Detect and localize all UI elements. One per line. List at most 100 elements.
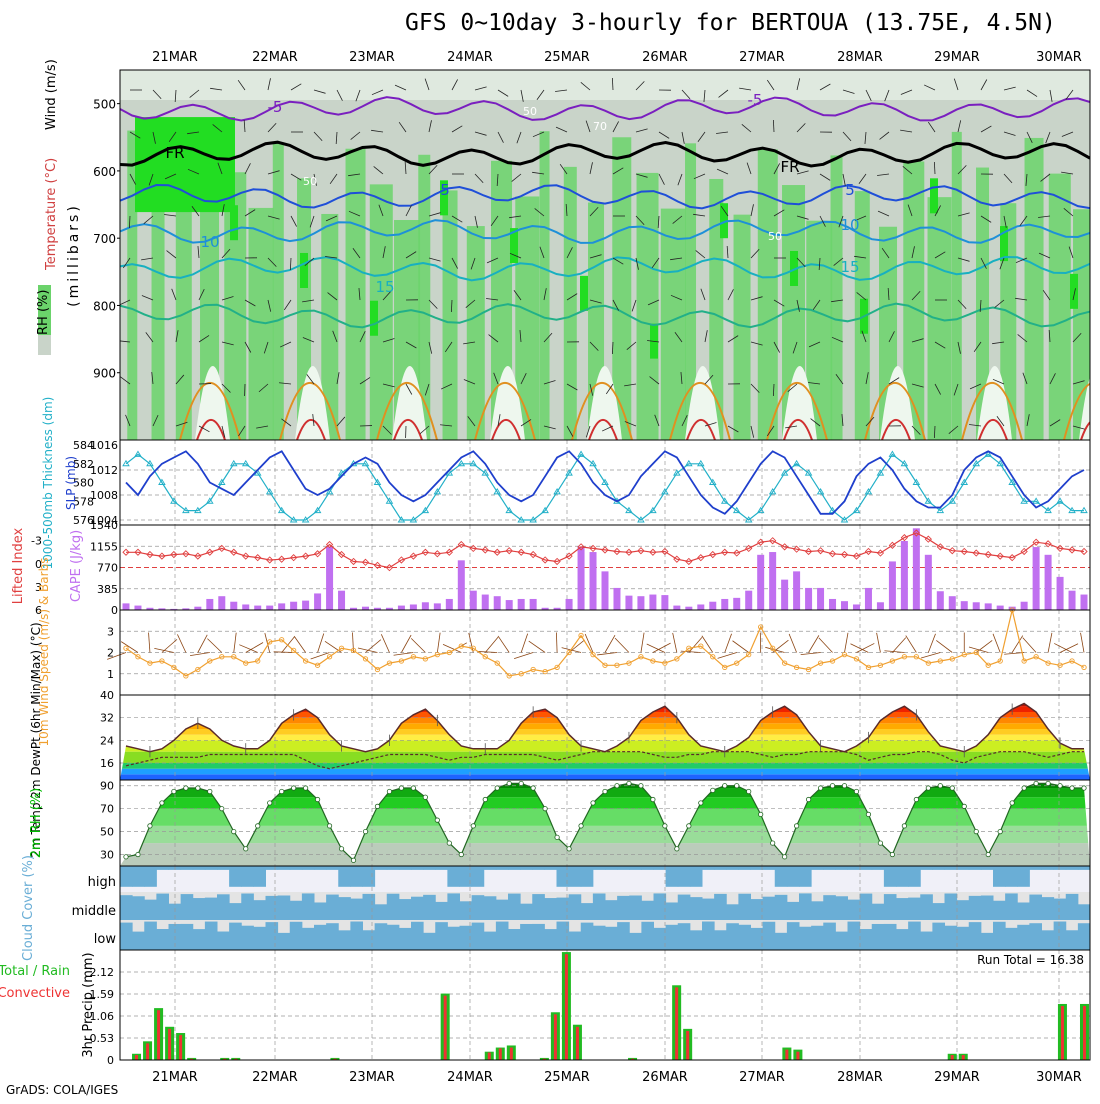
cape-bar	[398, 606, 405, 610]
precip-convective-bar	[686, 1031, 689, 1060]
cloud-cover-bar	[302, 893, 315, 920]
cloud-cover-bar	[581, 903, 594, 920]
pressure-tick-label: 700	[93, 232, 116, 246]
cape-bar	[793, 571, 800, 610]
rh-side-label: RH (%)	[36, 290, 51, 335]
cloud-cover-bar	[848, 900, 861, 920]
cloud-cover-bar	[617, 866, 630, 870]
wind-barb	[149, 633, 150, 653]
cloud-cover-bar	[1054, 899, 1067, 920]
cloud-cover-bar	[726, 923, 739, 950]
rh-point	[639, 784, 643, 788]
wind-barb	[884, 651, 904, 653]
cloud-cover-bar	[144, 922, 157, 950]
date-label-bottom: 22MAR	[252, 1070, 298, 1085]
wind-barb	[318, 633, 324, 652]
cloud-cover-bar	[387, 925, 400, 950]
cloud-cover-bar	[932, 923, 945, 950]
cloud-cover-bar	[896, 929, 909, 950]
cloud-cover-bar	[193, 866, 206, 870]
cloud-cover-bar	[411, 866, 424, 870]
cape-bar	[446, 599, 453, 610]
cloud-cover-bar	[120, 866, 133, 887]
cape-bar	[721, 599, 728, 610]
cloud-cover-bar	[520, 924, 533, 950]
wind-barb	[906, 636, 917, 653]
date-label-bottom: 26MAR	[642, 1070, 688, 1085]
rh-point	[854, 789, 858, 793]
cloud-cover-bar	[981, 933, 994, 950]
rh-point	[651, 797, 655, 801]
cloud-cover-bar	[1078, 923, 1091, 950]
precip-side-label-convective: Convective	[0, 986, 70, 1001]
cape-bar	[733, 598, 740, 610]
precip-convective-bar	[179, 1035, 182, 1060]
rh-green-column	[637, 173, 659, 440]
cloud-cover-bar	[217, 932, 230, 950]
cape-bar	[865, 588, 872, 610]
rh-point	[1022, 786, 1026, 790]
cape-bar	[925, 555, 932, 610]
cloud-cover-bar	[326, 923, 339, 950]
cape-bar	[613, 588, 620, 610]
cloud-cover-bar	[993, 901, 1006, 920]
cape-bar	[434, 603, 441, 610]
rh-point	[1034, 781, 1038, 785]
contour-label: FR	[165, 144, 184, 162]
cape-bar	[937, 591, 944, 610]
cloud-cover-bar	[1066, 866, 1079, 870]
cloud-cover-bar	[569, 932, 582, 950]
cloud-cover-bar	[1005, 928, 1018, 950]
rh-point	[687, 824, 691, 828]
chart-title: GFS 0~10day 3-hourly for BERTOUA (13.75E…	[405, 10, 1056, 36]
rh-point	[818, 786, 822, 790]
cloud-cover-bar	[338, 866, 351, 887]
cloud-cover-bar	[581, 923, 594, 950]
cloud-cover-bar	[1029, 923, 1042, 950]
contour-label: -5	[748, 91, 763, 109]
wind-side-label: Wind (m/s)	[44, 59, 59, 130]
cloud-cover-bar	[1017, 866, 1030, 887]
cloud-cover-bar	[314, 866, 327, 870]
cape-bar	[314, 593, 321, 610]
precip-axis-label: 3hr Precip (mm)	[81, 952, 96, 1057]
cloud-cover-bar	[472, 895, 485, 920]
cloud-cover-bar	[229, 903, 242, 920]
cloud-cover-bar	[1017, 925, 1030, 950]
rh-point	[220, 806, 224, 810]
li-axis-label: Lifted Index	[11, 527, 26, 604]
rh-point	[950, 786, 954, 790]
cloud-cover-bar	[920, 894, 933, 920]
date-label-top: 24MAR	[447, 50, 493, 65]
cloud-cover-bar	[338, 897, 351, 920]
temp-tick-label: 24	[100, 734, 114, 747]
cape-bar	[745, 591, 752, 610]
wind-barb	[521, 634, 528, 653]
rh-point	[579, 824, 583, 828]
cloud-cover-bar	[363, 930, 376, 950]
rh-point	[160, 801, 164, 805]
cloud-cover-bar	[229, 923, 242, 950]
cape-bar	[625, 596, 632, 610]
cloud-cover-bar	[156, 894, 169, 920]
cloud-cover-bar	[205, 922, 218, 950]
cloud-cover-bar	[835, 932, 848, 950]
cape-bar	[1045, 555, 1052, 610]
rh-point	[136, 852, 140, 856]
cape-tick-label: 1540	[90, 519, 118, 532]
cloud-cover-bar	[641, 922, 654, 950]
thickness-axis-label: 1000-500mb Thickness (dm)	[41, 397, 55, 570]
precip-convective-bar	[554, 1014, 557, 1060]
cape-bar	[326, 547, 333, 610]
rh-green-column	[249, 208, 274, 440]
contour-label: 50	[523, 105, 537, 118]
cloud-cover-bar	[447, 927, 460, 950]
wind-barb	[401, 635, 411, 652]
rh-point	[196, 786, 200, 790]
cape-bar	[1021, 602, 1028, 610]
cape-bar	[278, 603, 285, 610]
cape-tick-label: 385	[97, 583, 118, 596]
cloud-cover-bar	[763, 866, 776, 870]
rh-point	[459, 852, 463, 856]
cloud-cover-bar	[1005, 866, 1018, 887]
